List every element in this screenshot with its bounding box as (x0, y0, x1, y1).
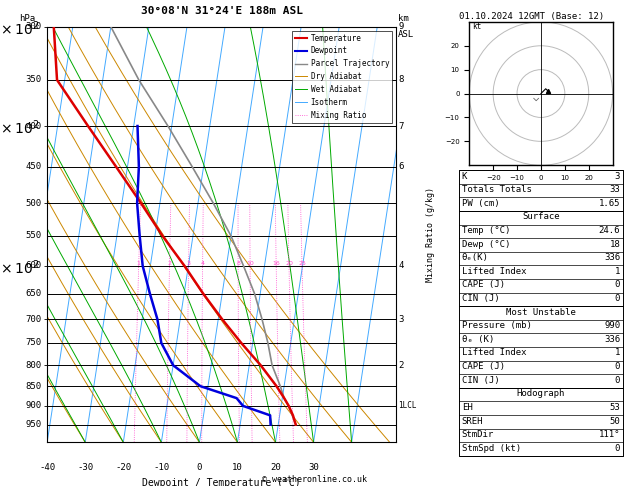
Text: Dewpoint / Temperature (°C): Dewpoint / Temperature (°C) (142, 478, 301, 486)
Text: CAPE (J): CAPE (J) (462, 280, 504, 290)
Text: 1: 1 (615, 348, 620, 358)
Text: θₑ(K): θₑ(K) (462, 253, 489, 262)
Text: 3: 3 (615, 172, 620, 181)
Text: 10: 10 (232, 463, 243, 472)
Text: 1: 1 (136, 261, 141, 266)
Text: 4: 4 (201, 261, 204, 266)
Text: 25: 25 (298, 261, 306, 266)
Text: km: km (398, 14, 409, 22)
Text: 4: 4 (398, 261, 403, 270)
Text: -20: -20 (115, 463, 131, 472)
Text: 18: 18 (610, 240, 620, 249)
Text: 500: 500 (26, 199, 42, 208)
Text: 1.65: 1.65 (599, 199, 620, 208)
Text: 850: 850 (26, 382, 42, 391)
Text: 01.10.2024 12GMT (Base: 12): 01.10.2024 12GMT (Base: 12) (459, 12, 604, 21)
Text: Most Unstable: Most Unstable (506, 308, 576, 317)
Text: 350: 350 (26, 75, 42, 85)
Text: 8: 8 (236, 261, 240, 266)
Text: 8: 8 (398, 75, 403, 85)
Text: Dewp (°C): Dewp (°C) (462, 240, 510, 249)
Text: 16: 16 (272, 261, 280, 266)
Text: 3: 3 (398, 314, 403, 324)
Text: EH: EH (462, 403, 472, 412)
Text: 700: 700 (26, 314, 42, 324)
Text: 33: 33 (610, 185, 620, 194)
Text: 336: 336 (604, 253, 620, 262)
Text: 650: 650 (26, 289, 42, 298)
Text: 9: 9 (398, 22, 403, 31)
Text: 400: 400 (26, 122, 42, 131)
Text: PW (cm): PW (cm) (462, 199, 499, 208)
Text: Surface: Surface (522, 212, 560, 222)
Text: kt: kt (472, 22, 481, 31)
Text: 800: 800 (26, 361, 42, 370)
Text: 50: 50 (610, 417, 620, 426)
Text: Temp (°C): Temp (°C) (462, 226, 510, 235)
Text: 3: 3 (187, 261, 191, 266)
Text: 0: 0 (615, 294, 620, 303)
Text: 6: 6 (398, 162, 403, 171)
Text: 111°: 111° (599, 430, 620, 439)
Text: 750: 750 (26, 338, 42, 347)
Text: 0: 0 (615, 376, 620, 385)
Text: 0: 0 (615, 280, 620, 290)
Text: 0: 0 (197, 463, 202, 472)
Text: Pressure (mb): Pressure (mb) (462, 321, 532, 330)
Text: θₑ (K): θₑ (K) (462, 335, 494, 344)
Text: Hodograph: Hodograph (517, 389, 565, 399)
Text: 10: 10 (246, 261, 254, 266)
Text: -30: -30 (77, 463, 93, 472)
Text: StmSpd (kt): StmSpd (kt) (462, 444, 521, 453)
Text: 550: 550 (26, 231, 42, 241)
Text: 2: 2 (167, 261, 172, 266)
Text: CIN (J): CIN (J) (462, 376, 499, 385)
Text: 53: 53 (610, 403, 620, 412)
Text: CAPE (J): CAPE (J) (462, 362, 504, 371)
Text: Totals Totals: Totals Totals (462, 185, 532, 194)
Text: 30: 30 (308, 463, 319, 472)
Text: 20: 20 (285, 261, 293, 266)
Text: 1LCL: 1LCL (398, 401, 416, 410)
Text: ASL: ASL (398, 30, 414, 39)
Text: 20: 20 (270, 463, 281, 472)
Text: -40: -40 (39, 463, 55, 472)
Text: Mixing Ratio (g/kg): Mixing Ratio (g/kg) (426, 187, 435, 282)
Text: StmDir: StmDir (462, 430, 494, 439)
Text: 24.6: 24.6 (599, 226, 620, 235)
Text: hPa: hPa (19, 14, 35, 22)
Text: 300: 300 (26, 22, 42, 31)
Text: 0: 0 (615, 362, 620, 371)
Text: 30°08'N 31°24'E 188m ASL: 30°08'N 31°24'E 188m ASL (141, 6, 303, 17)
Text: 2: 2 (398, 361, 403, 370)
Text: 950: 950 (26, 420, 42, 429)
Text: 1: 1 (615, 267, 620, 276)
Text: SREH: SREH (462, 417, 483, 426)
Text: 336: 336 (604, 335, 620, 344)
Text: 450: 450 (26, 162, 42, 171)
Text: CIN (J): CIN (J) (462, 294, 499, 303)
Text: 7: 7 (398, 122, 403, 131)
Text: © weatheronline.co.uk: © weatheronline.co.uk (262, 474, 367, 484)
Text: Lifted Index: Lifted Index (462, 267, 526, 276)
Text: 600: 600 (26, 261, 42, 270)
Text: 990: 990 (604, 321, 620, 330)
Text: 0: 0 (615, 444, 620, 453)
Text: 900: 900 (26, 401, 42, 410)
Legend: Temperature, Dewpoint, Parcel Trajectory, Dry Adiabat, Wet Adiabat, Isotherm, Mi: Temperature, Dewpoint, Parcel Trajectory… (292, 31, 392, 122)
Text: -10: -10 (153, 463, 169, 472)
Text: K: K (462, 172, 467, 181)
Text: Lifted Index: Lifted Index (462, 348, 526, 358)
